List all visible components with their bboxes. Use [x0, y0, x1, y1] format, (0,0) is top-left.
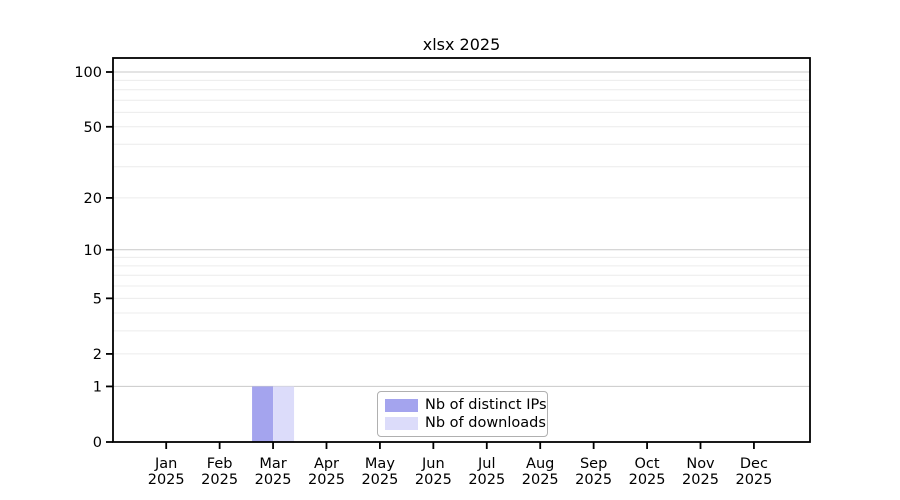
- y-tick-label: 100: [74, 65, 102, 81]
- x-tick-label-month: May: [365, 456, 395, 472]
- x-tick-label-month: Dec: [740, 456, 768, 472]
- y-tick-label: 1: [93, 379, 102, 395]
- x-tick-label-year: 2025: [522, 472, 559, 488]
- legend-item-distinct-ips: Nb of distinct IPs: [385, 396, 547, 414]
- x-tick-label-month: Jan: [154, 456, 177, 472]
- x-tick-label-year: 2025: [148, 472, 185, 488]
- x-tick-label-year: 2025: [682, 472, 719, 488]
- x-tick-label-year: 2025: [361, 472, 398, 488]
- x-tick-label-month: Sep: [580, 456, 607, 472]
- legend-swatch-downloads: [385, 416, 418, 430]
- bar-mar-distinct-ips: [252, 386, 274, 442]
- y-tick-label: 0: [93, 435, 102, 451]
- x-tick-label-year: 2025: [575, 472, 612, 488]
- x-tick-label-year: 2025: [255, 472, 292, 488]
- x-tick-label-month: Mar: [259, 456, 286, 472]
- x-tick-label-month: Jun: [421, 456, 445, 472]
- x-tick-label-month: Apr: [314, 456, 339, 472]
- x-tick-label-month: Nov: [686, 456, 715, 472]
- legend-label-distinct-ips: Nb of distinct IPs: [425, 397, 547, 413]
- y-tick-label: 50: [84, 120, 102, 136]
- x-tick-label-month: Oct: [635, 456, 660, 472]
- legend-swatch-distinct-ips: [385, 398, 418, 412]
- y-tick-label: 10: [84, 243, 102, 259]
- legend-label-downloads: Nb of downloads: [425, 415, 546, 431]
- x-tick-label-year: 2025: [735, 472, 772, 488]
- chart-title: xlsx 2025: [422, 35, 501, 54]
- y-tick-label: 2: [93, 347, 102, 363]
- x-tick-label-month: Feb: [207, 456, 233, 472]
- x-tick-label-month: Aug: [526, 456, 554, 472]
- x-tick-label-year: 2025: [415, 472, 452, 488]
- x-tick-label-year: 2025: [468, 472, 505, 488]
- y-tick-label: 20: [84, 191, 102, 207]
- legend-item-downloads: Nb of downloads: [385, 414, 546, 432]
- x-tick-label-year: 2025: [201, 472, 238, 488]
- y-tick-label: 5: [93, 291, 102, 307]
- x-tick-label-year: 2025: [308, 472, 345, 488]
- bar-mar-downloads: [273, 386, 295, 442]
- x-tick-label-year: 2025: [629, 472, 666, 488]
- legend: Nb of distinct IPs Nb of downloads: [377, 391, 548, 437]
- x-tick-label-month: Jul: [477, 456, 496, 472]
